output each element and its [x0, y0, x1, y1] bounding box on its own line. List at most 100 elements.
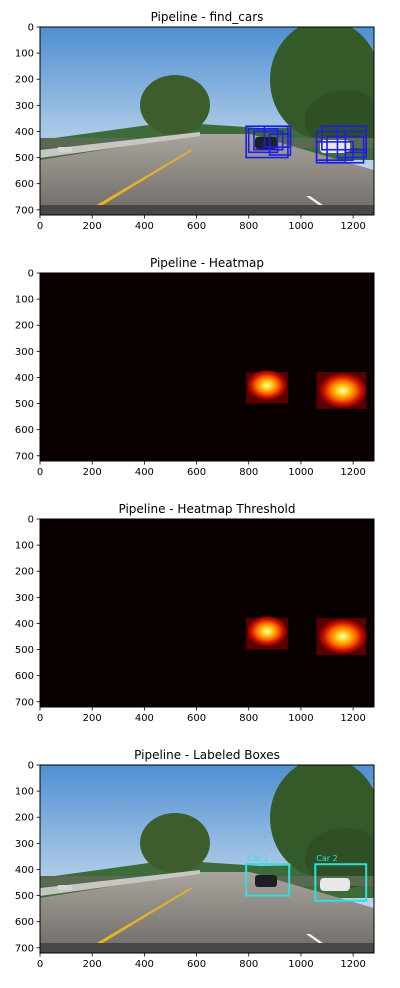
road-photo [40, 27, 374, 215]
y-tick-label: 700 [15, 205, 34, 216]
y-tick-label: 500 [15, 399, 34, 410]
heatmap-background [40, 519, 374, 707]
label-text: Car 1 [247, 854, 268, 863]
y-tick-label: 100 [15, 787, 34, 798]
x-tick-label: 800 [239, 221, 258, 232]
detection-boxes [245, 125, 367, 164]
axes-frame [39, 26, 375, 216]
x-tick-label: 1000 [288, 713, 313, 724]
x-tick-label: 600 [187, 467, 206, 478]
x-tick-label: 1000 [288, 959, 313, 970]
y-tick-label: 300 [15, 347, 34, 358]
x-tick-label: 400 [135, 713, 154, 724]
label-box [245, 863, 291, 897]
panel-title: Pipeline - Labeled Boxes [134, 748, 280, 762]
detection-box [315, 141, 354, 161]
x-tick-label: 1200 [340, 713, 365, 724]
x-tick-label: 600 [187, 221, 206, 232]
x-tick-label: 800 [239, 467, 258, 478]
y-tick-label: 0 [28, 761, 34, 772]
x-tick-label: 600 [187, 959, 206, 970]
y-tick-label: 0 [28, 269, 34, 280]
y-tick-label: 600 [15, 425, 34, 436]
x-tick-label: 600 [187, 713, 206, 724]
y-tick-label: 700 [15, 943, 34, 954]
y-tick-label: 400 [15, 865, 34, 876]
x-tick-label: 0 [37, 959, 43, 970]
y-tick-label: 500 [15, 645, 34, 656]
y-tick-label: 100 [15, 49, 34, 60]
panel-heatmap: Pipeline - Heatmap 0 200 400 600 800 1000 1200… [15, 256, 375, 478]
x-tick-label: 200 [83, 221, 102, 232]
label-box [314, 863, 368, 902]
heatmap-hotspots [246, 370, 367, 409]
x-tick-label: 1000 [288, 221, 313, 232]
x-tick-label: 0 [37, 467, 43, 478]
y-tick-label: 200 [15, 813, 34, 824]
axes-frame [39, 518, 375, 708]
y-axis: 0 100 200 300 400 500 600 700 [15, 515, 40, 708]
y-tick-label: 500 [15, 891, 34, 902]
x-tick-label: 1200 [340, 467, 365, 478]
x-tick-label: 800 [239, 713, 258, 724]
x-tick-label: 0 [37, 713, 43, 724]
x-tick-label: 0 [37, 221, 43, 232]
y-tick-label: 200 [15, 567, 34, 578]
heatmap-hotspots [246, 616, 367, 655]
label-text: Car 2 [316, 854, 337, 863]
y-tick-label: 600 [15, 179, 34, 190]
panel-labeled-boxes: Pipeline - Labeled Boxes Car 1 Car 2 0 200… [15, 748, 375, 970]
heat-peak [247, 370, 287, 401]
y-tick-label: 600 [15, 671, 34, 682]
y-tick-label: 0 [28, 515, 34, 526]
y-tick-label: 300 [15, 593, 34, 604]
y-tick-label: 600 [15, 917, 34, 928]
y-tick-label: 100 [15, 541, 34, 552]
heat-peak [319, 619, 367, 654]
y-tick-label: 300 [15, 839, 34, 850]
y-tick-label: 400 [15, 373, 34, 384]
detection-box [268, 133, 292, 156]
detection-box [247, 128, 279, 154]
detection-box [344, 130, 367, 154]
panel-heatmap-threshold: Pipeline - Heatmap Threshold 0 200 400 600 8… [15, 502, 375, 724]
heatmap-background [40, 273, 374, 461]
heat-peak [319, 373, 367, 408]
axes-frame [39, 764, 375, 954]
x-tick-label: 400 [135, 467, 154, 478]
x-tick-label: 1200 [340, 959, 365, 970]
panel-title: Pipeline - Heatmap [150, 256, 264, 270]
y-tick-label: 400 [15, 619, 34, 630]
axes-frame [39, 272, 375, 462]
x-axis: 0 200 400 600 800 1000 1200 [37, 953, 366, 970]
y-tick-label: 300 [15, 101, 34, 112]
x-tick-label: 1200 [340, 221, 365, 232]
x-tick-label: 800 [239, 959, 258, 970]
x-tick-label: 200 [83, 467, 102, 478]
x-axis: 0 200 400 600 800 1000 1200 [37, 215, 366, 232]
x-tick-label: 400 [135, 221, 154, 232]
y-tick-label: 200 [15, 75, 34, 86]
y-tick-label: 0 [28, 23, 34, 34]
y-axis: 0 100 200 300 400 500 600 700 [15, 269, 40, 462]
heat-peak [247, 616, 287, 647]
y-tick-label: 700 [15, 697, 34, 708]
y-axis: 0 100 200 300 400 500 600 700 [15, 761, 40, 954]
x-tick-label: 400 [135, 959, 154, 970]
labeled-boxes: Car 1 Car 2 [245, 854, 368, 902]
x-tick-label: 200 [83, 959, 102, 970]
y-tick-label: 400 [15, 127, 34, 138]
x-tick-label: 200 [83, 713, 102, 724]
y-tick-label: 500 [15, 153, 34, 164]
x-axis: 0 200 400 600 800 1000 1200 [37, 461, 366, 478]
panel-title: Pipeline - Heatmap Threshold [119, 502, 296, 516]
detection-box [253, 130, 284, 151]
y-tick-label: 700 [15, 451, 34, 462]
panel-title: Pipeline - find_cars [151, 10, 264, 24]
road-photo [40, 765, 374, 953]
y-axis: 0 100 200 300 400 500 600 700 [15, 23, 40, 216]
x-tick-label: 1000 [288, 467, 313, 478]
y-tick-label: 100 [15, 295, 34, 306]
x-axis: 0 200 400 600 800 1000 1200 [37, 707, 366, 724]
